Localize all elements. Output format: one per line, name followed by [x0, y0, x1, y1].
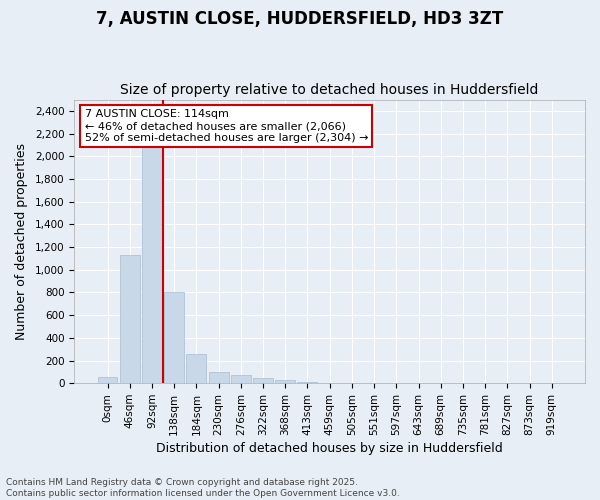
Bar — [253, 378, 273, 383]
Y-axis label: Number of detached properties: Number of detached properties — [15, 143, 28, 340]
Title: Size of property relative to detached houses in Huddersfield: Size of property relative to detached ho… — [121, 83, 539, 97]
Bar — [320, 382, 340, 383]
Bar — [142, 145, 162, 383]
X-axis label: Distribution of detached houses by size in Huddersfield: Distribution of detached houses by size … — [156, 442, 503, 455]
Bar — [209, 372, 229, 383]
Bar — [98, 377, 118, 383]
Text: 7 AUSTIN CLOSE: 114sqm
← 46% of detached houses are smaller (2,066)
52% of semi-: 7 AUSTIN CLOSE: 114sqm ← 46% of detached… — [85, 110, 368, 142]
Bar — [275, 380, 295, 383]
Bar — [164, 292, 184, 383]
Bar — [120, 255, 140, 383]
Bar — [298, 382, 317, 383]
Text: Contains HM Land Registry data © Crown copyright and database right 2025.
Contai: Contains HM Land Registry data © Crown c… — [6, 478, 400, 498]
Text: 7, AUSTIN CLOSE, HUDDERSFIELD, HD3 3ZT: 7, AUSTIN CLOSE, HUDDERSFIELD, HD3 3ZT — [97, 10, 503, 28]
Bar — [231, 376, 251, 383]
Bar — [187, 354, 206, 383]
